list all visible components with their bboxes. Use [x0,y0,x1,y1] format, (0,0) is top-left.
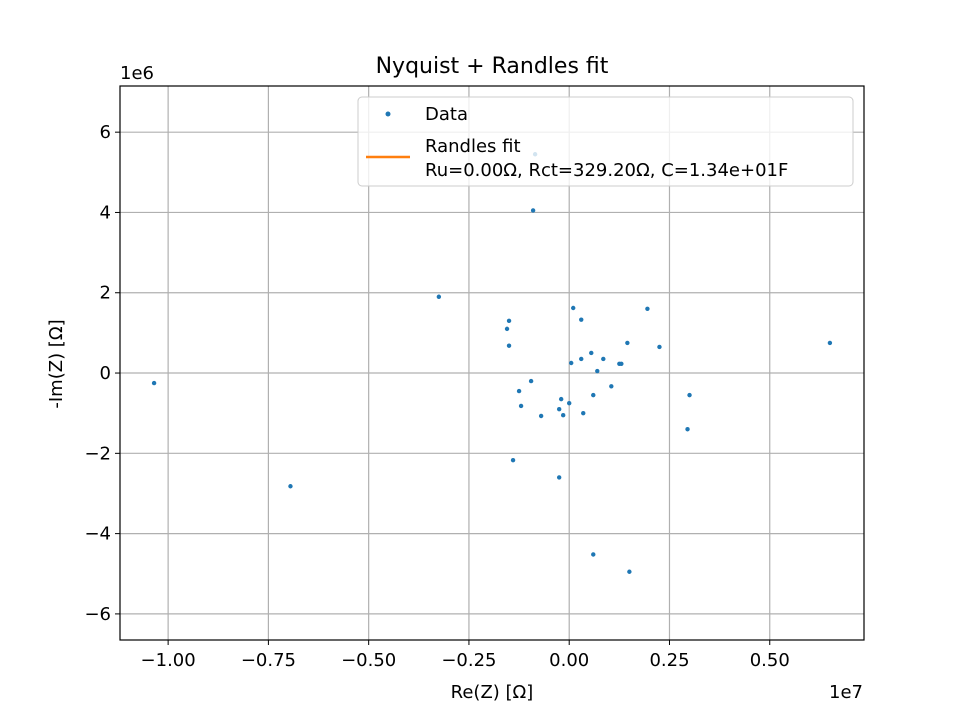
data-point [589,350,594,356]
data-point [595,368,600,374]
legend: Data Randles fit Ru=0.00Ω, Rct=329.20Ω, … [357,96,854,187]
data-point [579,317,584,322]
data-point [581,410,586,416]
data-points [151,152,833,574]
data-point [151,380,157,386]
y-axis-label: -Im(Z) [Ω] [46,319,67,408]
data-point [558,396,564,402]
data-point [506,318,512,324]
data-point [569,360,574,366]
data-point [645,306,650,312]
x-tick-label: 0.00 [549,650,589,671]
legend-label-data: Data [425,104,468,125]
data-point [518,403,524,409]
legend-box [357,96,854,187]
data-point [288,484,293,489]
data-point [556,406,562,412]
plot-area [151,152,833,574]
data-point [657,344,662,350]
data-point [685,427,690,432]
y-tick-label: −6 [84,604,111,625]
data-point [571,305,576,311]
x-tick-label: −0.75 [241,650,296,671]
y-tick-label: 6 [100,122,111,143]
x-ticks: −1.00 −0.75 −0.50 −0.25 0.00 0.25 0.50 [141,640,790,671]
data-point [827,340,833,346]
data-point [510,457,516,463]
data-point [528,378,534,384]
data-point [627,569,632,574]
x-axis-label: Re(Z) [Ω] [451,682,534,703]
data-point [530,208,536,213]
x-tick-label: −0.50 [341,650,396,671]
data-point [579,356,584,362]
data-point [506,343,512,348]
data-point [556,475,562,480]
x-tick-label: 0.25 [649,650,689,671]
data-point [567,400,572,406]
x-tick-label: 0.50 [750,650,790,671]
plot-frame [119,85,865,641]
y-tick-label: −4 [84,524,111,545]
data-point [687,392,692,398]
y-ticks: −6 −4 −2 0 2 4 6 [84,122,120,625]
x-tick-label: −1.00 [141,650,196,671]
data-point [625,340,630,346]
y-tick-label: 0 [100,363,111,384]
data-point [591,552,596,557]
x-offset-label: 1e7 [829,682,863,703]
legend-label-fit-line-2: Ru=0.00Ω, Rct=329.20Ω, C=1.34e+01F [425,160,788,181]
data-point [436,294,442,299]
x-tick-label: −0.25 [441,650,496,671]
data-point [516,388,522,394]
data-point [538,413,544,419]
y-tick-label: 2 [100,283,111,304]
chart-title: Nyquist + Randles fit [376,54,609,79]
data-point [504,326,510,332]
data-point [609,384,614,389]
legend-label-fit: Randles fit Ru=0.00Ω, Rct=329.20Ω, C=1.3… [425,136,788,181]
y-tick-label: 4 [100,202,111,223]
data-point [591,392,596,398]
legend-marker-data [385,111,391,117]
data-point [619,361,624,367]
y-tick-label: −2 [84,443,111,464]
data-point [560,412,566,418]
legend-label-fit-line-1: Randles fit [425,136,521,157]
data-point [601,356,606,362]
y-offset-label: 1e6 [120,63,154,84]
